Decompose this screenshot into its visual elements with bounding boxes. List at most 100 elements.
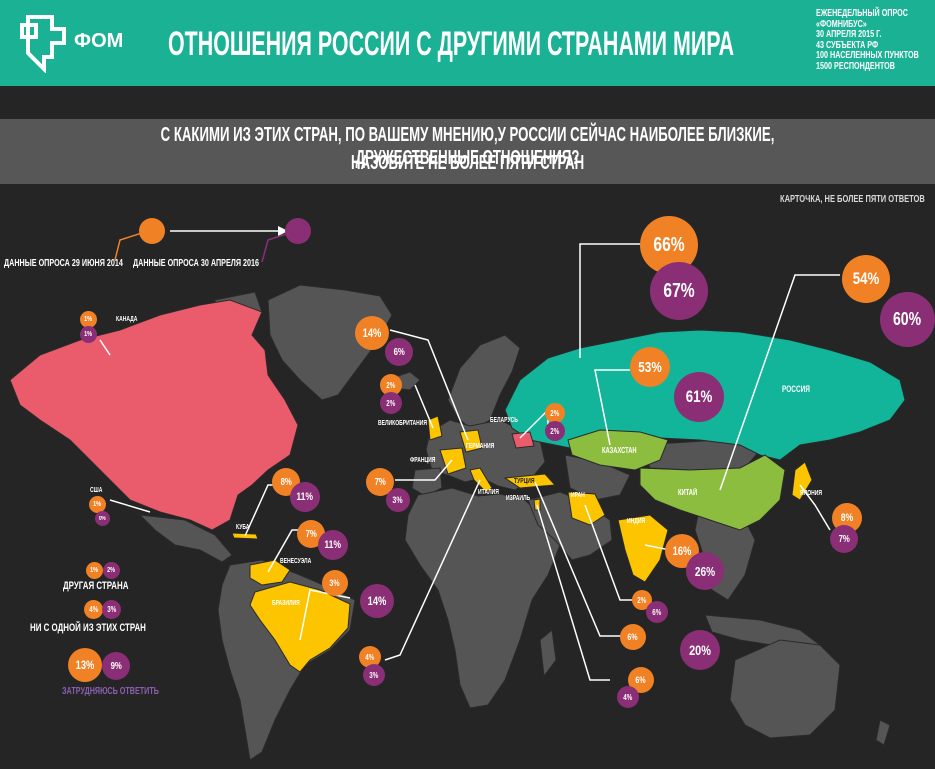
question-band bbox=[0, 119, 935, 184]
country-label-canada: КАНАДА bbox=[116, 316, 138, 323]
value-2016-brazil: 14% bbox=[360, 584, 394, 618]
brazil-shape bbox=[249, 581, 351, 673]
turkey-shape bbox=[503, 473, 557, 489]
legend-connector-old bbox=[114, 231, 146, 261]
country-label-japan: ЯПОНИЯ bbox=[800, 490, 823, 497]
connector-japan bbox=[799, 484, 831, 531]
value-text: 6% bbox=[652, 607, 662, 617]
value-2016-italy: 3% bbox=[363, 664, 385, 686]
country-label-venezuela: ВЕНЕСУЭЛА bbox=[280, 558, 312, 565]
question-line-2: НАЗОВИТЕ НЕ БОЛЕЕ ПЯТИ СТРАН bbox=[0, 152, 935, 175]
value-text: 16% bbox=[672, 544, 692, 558]
value-2014-china: 54% bbox=[842, 255, 890, 303]
value-text: 3% bbox=[392, 495, 404, 505]
value-2016-india: 26% bbox=[686, 552, 724, 590]
value-2014-kazakhstan: 53% bbox=[630, 347, 670, 387]
connector-uk bbox=[414, 384, 434, 429]
value-2014-hard-to-say: 13% bbox=[68, 648, 102, 682]
value-2016-canada: 1% bbox=[80, 326, 97, 343]
value-2014-canada: 1% bbox=[80, 311, 97, 328]
logo-text: ФОМ bbox=[74, 30, 124, 52]
connector-germany bbox=[389, 329, 469, 441]
value-2014-other-country: 1% bbox=[86, 562, 103, 579]
value-text: 11% bbox=[296, 491, 314, 503]
connector-italy bbox=[384, 479, 481, 661]
value-text: 7% bbox=[374, 476, 386, 488]
card-note: КАРТОЧКА, НЕ БОЛЕЕ ПЯТИ ОТВЕТОВ bbox=[780, 194, 925, 205]
country-label-china: КИТАЙ bbox=[678, 488, 698, 497]
value-2014-none: 4% bbox=[84, 600, 103, 619]
value-text: 54% bbox=[852, 269, 880, 288]
value-2014-italy: 4% bbox=[359, 646, 381, 668]
survey-info: ЕЖЕНЕДЕЛЬНЫЙ ОПРОС «ФОМНИБУС» 30 АПРЕЛЯ … bbox=[816, 8, 919, 72]
survey-info-line: 30 АПРЕЛЯ 2015 Г. bbox=[816, 29, 882, 40]
country-label-brazil: БРАЗИЛИЯ bbox=[272, 600, 300, 607]
belarus-shape bbox=[511, 431, 535, 449]
country-label-usa: США bbox=[90, 487, 103, 494]
value-text: 14% bbox=[362, 326, 382, 340]
japan-shape bbox=[791, 461, 813, 501]
value-text: 6% bbox=[627, 632, 639, 642]
value-2014-germany: 14% bbox=[355, 316, 389, 350]
value-2016-japan: 7% bbox=[830, 525, 858, 553]
value-text: 2% bbox=[386, 380, 396, 390]
kazakhstan-shape bbox=[567, 429, 669, 471]
italy-shape bbox=[469, 467, 493, 493]
value-text: 2% bbox=[107, 567, 116, 574]
country-label-uk: ВЕЛИКОБРИТАНИЯ bbox=[378, 420, 428, 427]
legend-connector-new bbox=[261, 231, 293, 263]
value-2016-turkey: 20% bbox=[680, 630, 720, 670]
value-2016-venezuela: 11% bbox=[318, 530, 348, 560]
survey-info-line: 43 СУБЪЕКТА РФ bbox=[816, 39, 879, 51]
country-label-turkey: ТУРЦИЯ bbox=[514, 478, 535, 485]
connector-france bbox=[395, 459, 453, 481]
page-title: ОТНОШЕНИЯ РОССИИ С ДРУГИМИ СТРАНАМИ МИРА bbox=[168, 25, 735, 63]
country-label-italy: ИТАЛИЯ bbox=[478, 489, 499, 496]
value-text: 9% bbox=[110, 660, 122, 672]
greenland-shape bbox=[267, 284, 393, 401]
country-label-india: ИНДИЯ bbox=[627, 518, 646, 525]
country-label-russia: РОССИЯ bbox=[782, 384, 810, 394]
value-text: 7% bbox=[305, 528, 317, 540]
value-text: 6% bbox=[635, 675, 647, 685]
value-2014-turkey: 6% bbox=[620, 624, 646, 650]
value-text: 26% bbox=[694, 563, 716, 579]
central-america-shape bbox=[138, 514, 233, 563]
value-text: 2% bbox=[637, 595, 647, 605]
value-text: 14% bbox=[367, 594, 387, 608]
uk-shape bbox=[427, 415, 443, 441]
india-shape bbox=[617, 514, 669, 583]
survey-info-line: 1500 РЕСПОНДЕНТОВ bbox=[816, 60, 895, 72]
question-text: С КАКИМИ ИЗ ЭТИХ СТРАН, ПО ВАШЕМУ МНЕНИЮ… bbox=[160, 124, 775, 169]
connector-turkey bbox=[534, 481, 625, 637]
value-text: 1% bbox=[84, 316, 93, 323]
value-text: 3% bbox=[329, 578, 341, 588]
israel-shape bbox=[533, 498, 541, 511]
value-2016-france: 3% bbox=[386, 488, 410, 512]
value-text: 3% bbox=[106, 605, 117, 614]
country-label-israel: ИЗРАИЛЬ bbox=[506, 495, 531, 502]
value-text: 1% bbox=[90, 567, 99, 574]
value-2016-usa: 0% bbox=[95, 511, 110, 526]
value-text: 7% bbox=[838, 533, 850, 545]
question-line-1: С КАКИМИ ИЗ ЭТИХ СТРАН, ПО ВАШЕМУ МНЕНИЮ… bbox=[0, 124, 935, 170]
connector-kazakhstan bbox=[594, 369, 630, 446]
none-label: НИ С ОДНОЙ ИЗ ЭТИХ СТРАН bbox=[30, 622, 146, 634]
value-text: 4% bbox=[88, 605, 99, 614]
value-2016-kazakhstan: 61% bbox=[674, 372, 724, 422]
value-2016-belarus: 2% bbox=[545, 421, 565, 441]
value-2016-none: 3% bbox=[102, 600, 121, 619]
value-text: 8% bbox=[280, 476, 292, 488]
survey-info-line: ЕЖЕНЕДЕЛЬНЫЙ ОПРОС bbox=[816, 8, 908, 19]
value-text: 0% bbox=[99, 515, 106, 522]
question-text: НАЗОВИТЕ НЕ БОЛЕЕ ПЯТИ СТРАН bbox=[350, 152, 585, 174]
country-label-kazakhstan: КАЗАХСТАН bbox=[602, 446, 637, 455]
value-text: 53% bbox=[638, 358, 662, 376]
value-text: 11% bbox=[324, 539, 342, 551]
connector-canada bbox=[99, 339, 111, 356]
value-2016-hard-to-say: 9% bbox=[102, 652, 130, 680]
legend-label-2014: ДАННЫЕ ОПРОСА 29 ИЮНЯ 2014 bbox=[4, 258, 123, 269]
country-label-france: ФРАНЦИЯ bbox=[410, 457, 436, 464]
connector-israel bbox=[536, 504, 610, 681]
value-2014-brazil: 3% bbox=[322, 570, 348, 596]
